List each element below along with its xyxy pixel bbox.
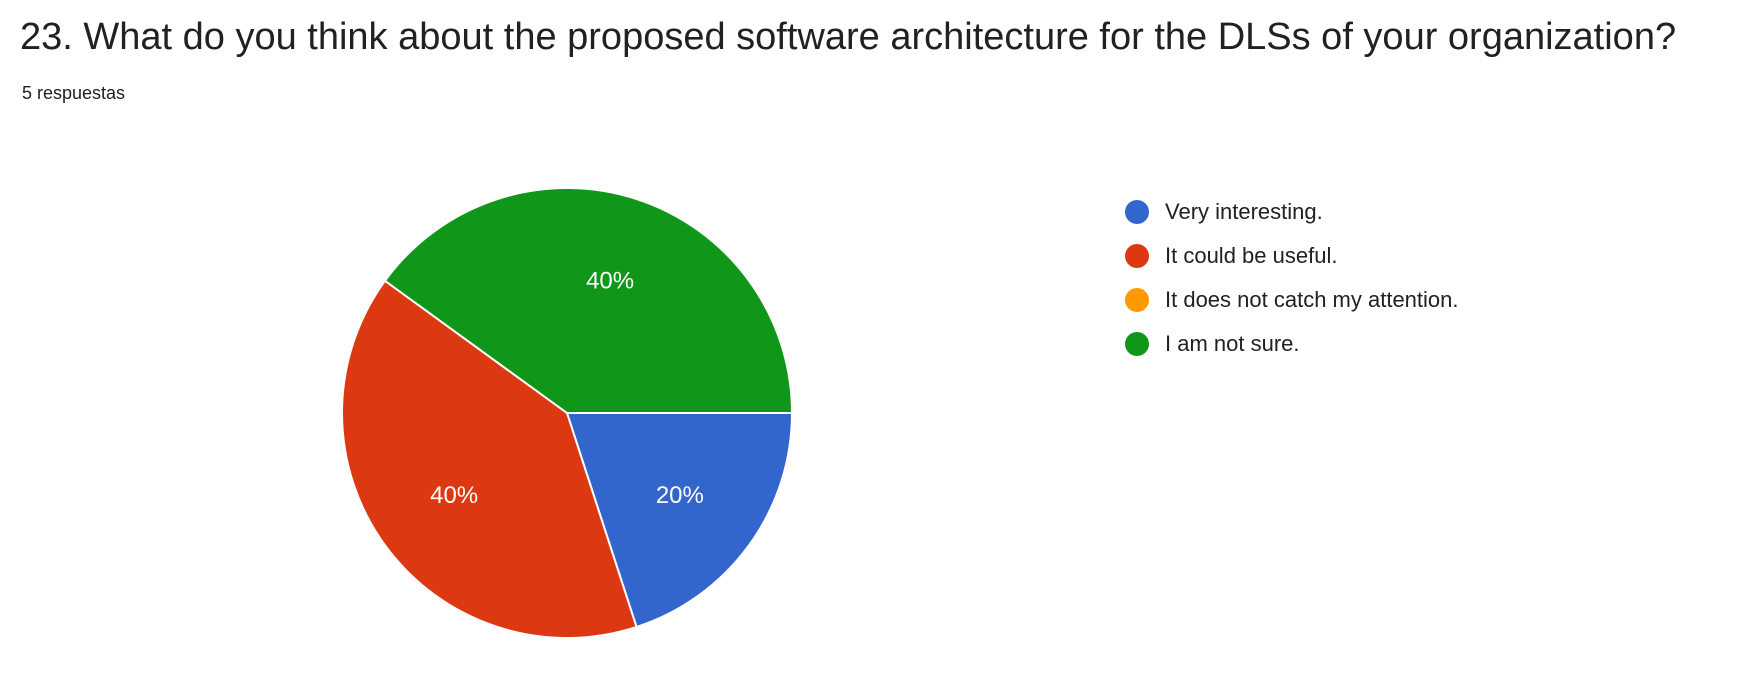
legend-item-very-interesting[interactable]: Very interesting. bbox=[1125, 190, 1459, 234]
legend-item-it-could-be-useful[interactable]: It could be useful. bbox=[1125, 234, 1459, 278]
pie-slice-very-interesting bbox=[565, 412, 794, 629]
pie-slice-i-am-not-sure bbox=[383, 187, 794, 414]
legend-item-i-am-not-sure[interactable]: I am not sure. bbox=[1125, 322, 1459, 366]
chart-legend: Very interesting. It could be useful. It d… bbox=[1125, 190, 1459, 366]
legend-swatch-icon bbox=[1125, 244, 1149, 268]
legend-swatch-icon bbox=[1125, 200, 1149, 224]
pie-slice-it-could-be-useful bbox=[341, 279, 638, 639]
pie-slice-label-it-could-be-useful: 40% bbox=[430, 482, 478, 509]
legend-label: I am not sure. bbox=[1165, 331, 1300, 356]
pie-slice-label-very-interesting: 20% bbox=[656, 482, 704, 509]
legend-label: It does not catch my attention. bbox=[1165, 287, 1459, 312]
legend-item-it-does-not-catch-my-attention[interactable]: It does not catch my attention. bbox=[1125, 278, 1459, 322]
legend-swatch-icon bbox=[1125, 332, 1149, 356]
legend-swatch-icon bbox=[1125, 288, 1149, 312]
legend-label: Very interesting. bbox=[1165, 199, 1323, 224]
question-title: 23. What do you think about the proposed… bbox=[20, 16, 1677, 58]
pie-slice-label-i-am-not-sure: 40% bbox=[586, 267, 634, 294]
legend-label: It could be useful. bbox=[1165, 243, 1338, 268]
response-count: 5 respuestas bbox=[22, 83, 126, 103]
